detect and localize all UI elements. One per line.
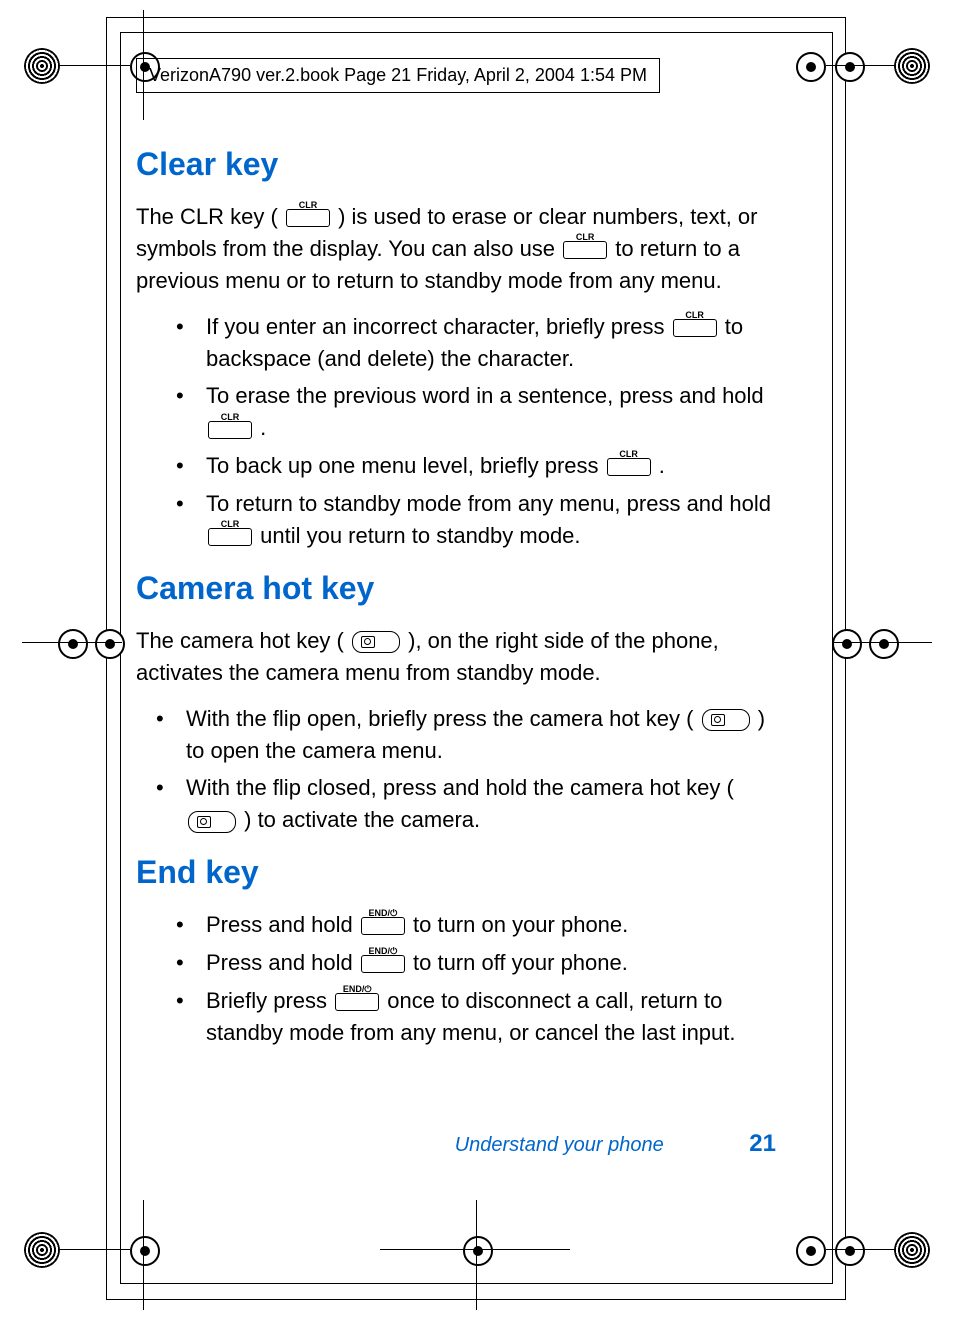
registration-target-icon: [95, 629, 125, 659]
crop-line: [826, 1249, 896, 1250]
section-heading-camera-key: Camera hot key: [136, 570, 776, 607]
text: With the flip open, briefly press the ca…: [186, 706, 693, 731]
key-label: CLR: [209, 411, 251, 424]
clr-key-icon: CLR: [208, 528, 252, 546]
crop-line: [832, 642, 932, 643]
page-number: 21: [749, 1130, 776, 1157]
end-key-list: Press and hold END/⏻ to turn on your pho…: [136, 909, 776, 1049]
registration-swirl-icon: [24, 48, 60, 84]
text: until you return to standby mode.: [260, 523, 580, 548]
list-item: If you enter an incorrect character, bri…: [176, 311, 776, 375]
list-item: To erase the previous word in a sentence…: [176, 380, 776, 444]
clr-key-icon: CLR: [286, 209, 330, 227]
end-key-icon: END/⏻: [335, 993, 379, 1011]
text: If you enter an incorrect character, bri…: [206, 314, 671, 339]
header-text: VerizonA790 ver.2.book Page 21 Friday, A…: [149, 65, 647, 85]
section-heading-clear-key: Clear key: [136, 146, 776, 183]
crop-line: [380, 1249, 570, 1250]
end-key-icon: END/⏻: [361, 917, 405, 935]
list-item: Briefly press END/⏻ once to disconnect a…: [176, 985, 776, 1049]
document-header: VerizonA790 ver.2.book Page 21 Friday, A…: [136, 58, 660, 93]
page-content: Clear key The CLR key ( CLR ) is used to…: [136, 146, 776, 1067]
text: .: [260, 415, 266, 440]
registration-target-icon: [130, 1236, 160, 1266]
camera-key-icon: [352, 631, 400, 653]
crop-line: [826, 65, 896, 66]
list-item: To return to standby mode from any menu,…: [176, 488, 776, 552]
text: to turn off your phone.: [413, 950, 628, 975]
text: The camera hot key (: [136, 628, 344, 653]
clr-key-icon: CLR: [607, 458, 651, 476]
registration-target-icon: [832, 629, 862, 659]
key-label: CLR: [287, 199, 329, 212]
crop-line: [143, 1200, 144, 1310]
key-label: CLR: [209, 518, 251, 531]
camera-key-intro: The camera hot key ( ), on the right sid…: [136, 625, 776, 689]
clr-key-icon: CLR: [208, 421, 252, 439]
camera-key-icon: [702, 709, 750, 731]
clear-key-intro: The CLR key ( CLR ) is used to erase or …: [136, 201, 776, 297]
crop-line: [60, 65, 130, 66]
text: To back up one menu level, briefly press: [206, 453, 605, 478]
registration-target-icon: [869, 629, 899, 659]
camera-key-icon: [188, 811, 236, 833]
list-item: Press and hold END/⏻ to turn on your pho…: [176, 909, 776, 941]
key-label: END/⏻: [336, 983, 378, 996]
clr-key-icon: CLR: [673, 319, 717, 337]
section-heading-end-key: End key: [136, 854, 776, 891]
page-footer: Understand your phone 21: [136, 1130, 776, 1158]
text: ) to activate the camera.: [244, 807, 480, 832]
registration-target-icon: [463, 1236, 493, 1266]
clr-key-icon: CLR: [563, 241, 607, 259]
key-label: CLR: [564, 231, 606, 244]
text: .: [659, 453, 665, 478]
registration-target-icon: [835, 52, 865, 82]
registration-target-icon: [835, 1236, 865, 1266]
registration-target-icon: [796, 52, 826, 82]
list-item: With the flip open, briefly press the ca…: [156, 703, 776, 767]
text: To erase the previous word in a sentence…: [206, 383, 764, 408]
text: Press and hold: [206, 950, 359, 975]
registration-target-icon: [796, 1236, 826, 1266]
key-label: END/⏻: [362, 945, 404, 958]
key-label: CLR: [608, 448, 650, 461]
registration-swirl-icon: [24, 1232, 60, 1268]
list-item: To back up one menu level, briefly press…: [176, 450, 776, 482]
crop-line: [476, 1200, 477, 1310]
list-item: Press and hold END/⏻ to turn off your ph…: [176, 947, 776, 979]
crop-line: [60, 1249, 130, 1250]
registration-swirl-icon: [894, 1232, 930, 1268]
footer-section-name: Understand your phone: [455, 1134, 664, 1156]
registration-target-icon: [58, 629, 88, 659]
key-label: END/⏻: [362, 907, 404, 920]
text: With the flip closed, press and hold the…: [186, 775, 734, 800]
key-label: CLR: [674, 309, 716, 322]
text: Press and hold: [206, 912, 359, 937]
text: To return to standby mode from any menu,…: [206, 491, 771, 516]
end-key-icon: END/⏻: [361, 955, 405, 973]
crop-line: [22, 642, 122, 643]
text: to turn on your phone.: [413, 912, 628, 937]
clear-key-list: If you enter an incorrect character, bri…: [136, 311, 776, 552]
camera-key-list: With the flip open, briefly press the ca…: [136, 703, 776, 837]
text: The CLR key (: [136, 204, 278, 229]
list-item: With the flip closed, press and hold the…: [156, 772, 776, 836]
text: Briefly press: [206, 988, 333, 1013]
registration-swirl-icon: [894, 48, 930, 84]
